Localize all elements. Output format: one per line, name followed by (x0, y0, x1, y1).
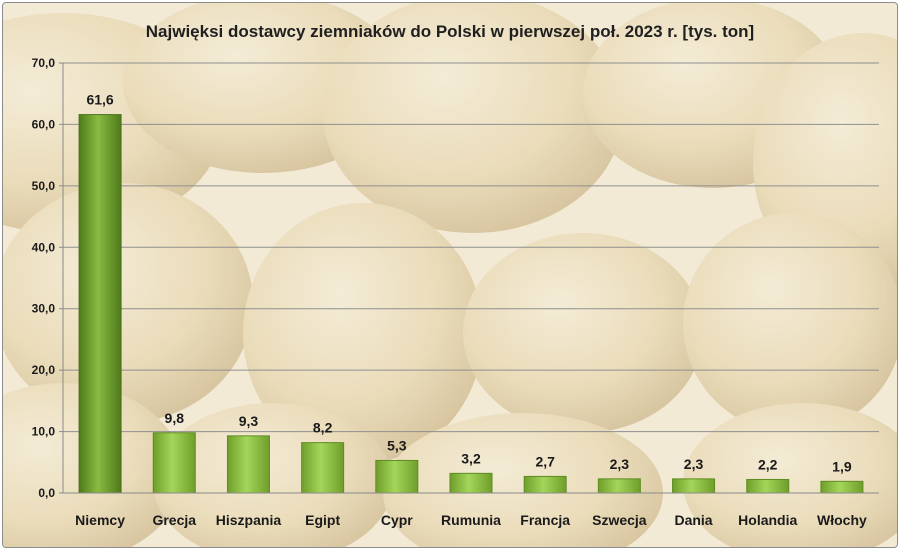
bar-holandia (746, 478, 790, 494)
x-tick-label: Cypr (381, 512, 413, 528)
data-labels: 61,6 9,8 9,3 8,2 5,3 3,2 2,7 2,3 2,3 2,2 1,9 (86, 92, 851, 475)
x-tick-label: Szwecja (592, 512, 647, 528)
x-tick-label: Rumunia (441, 512, 501, 528)
y-tick-label: 0,0 (38, 486, 55, 500)
data-label: 9,8 (165, 410, 185, 426)
data-label: 2,2 (758, 456, 778, 472)
data-label: 3,2 (461, 450, 481, 466)
y-tick-label: 60,0 (32, 117, 56, 131)
bar-hiszpania (226, 435, 270, 494)
bar-chart: Najwięksi dostawcy ziemniaków do Polski … (3, 3, 897, 547)
x-tick-label: Francja (520, 512, 570, 528)
y-tick-label: 50,0 (32, 179, 56, 193)
bar-egipt (301, 442, 345, 494)
y-tick-label: 10,0 (32, 425, 56, 439)
x-tick-label: Dania (674, 512, 712, 528)
x-tick-label: Holandia (738, 512, 797, 528)
data-label: 9,3 (239, 413, 259, 429)
y-tick-label: 40,0 (32, 240, 56, 254)
data-label: 61,6 (86, 92, 113, 108)
bar-grecja (152, 432, 196, 494)
data-label: 8,2 (313, 420, 333, 436)
bar-cypr (375, 459, 419, 494)
y-axis-ticks: 0,0 10,0 20,0 30,0 40,0 50,0 60,0 70,0 (32, 56, 56, 500)
bar-szwecja (597, 478, 641, 494)
x-tick-label: Grecja (152, 512, 196, 528)
bar-francja (523, 475, 567, 494)
bar-włochy (820, 480, 864, 494)
x-axis-ticks: Niemcy Grecja Hiszpania Egipt Cypr Rumunia Fra… (75, 512, 867, 528)
data-label: 1,9 (832, 458, 852, 474)
x-tick-label: Niemcy (75, 512, 125, 528)
x-tick-label: Włochy (817, 512, 867, 528)
bar-niemcy (78, 114, 122, 494)
data-label: 2,3 (610, 456, 630, 472)
x-tick-label: Hiszpania (216, 512, 282, 528)
bar-rumunia (449, 472, 493, 494)
data-label: 2,3 (684, 456, 704, 472)
gridlines (59, 62, 879, 494)
chart-title: Najwięksi dostawcy ziemniaków do Polski … (146, 22, 754, 41)
data-label: 5,3 (387, 437, 407, 453)
potato-background (3, 3, 897, 547)
y-tick-label: 20,0 (32, 363, 56, 377)
y-tick-label: 70,0 (32, 56, 56, 70)
y-tick-label: 30,0 (32, 302, 56, 316)
bar-dania (672, 478, 716, 494)
data-label: 2,7 (535, 453, 555, 469)
x-tick-label: Egipt (305, 512, 340, 528)
